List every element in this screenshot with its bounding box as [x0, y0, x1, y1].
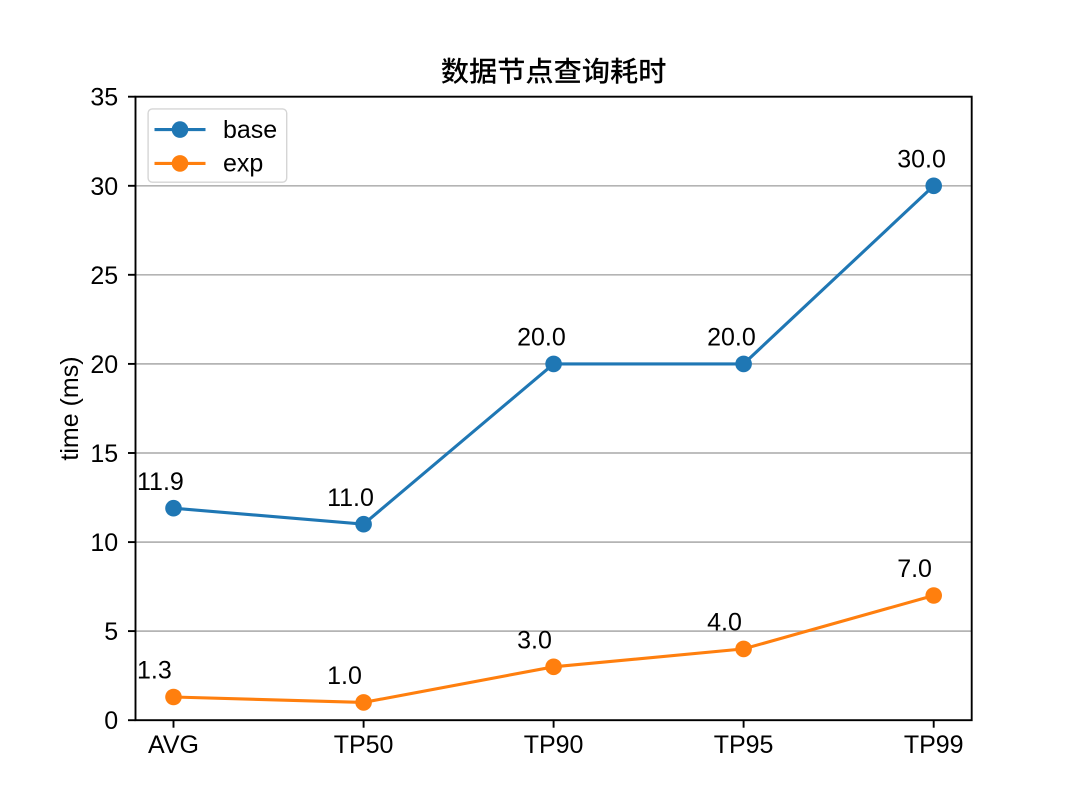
svg-text:base: base	[223, 116, 277, 144]
svg-text:TP50: TP50	[334, 731, 394, 759]
svg-text:25: 25	[90, 262, 118, 290]
svg-text:exp: exp	[223, 150, 263, 178]
svg-text:4.0: 4.0	[707, 609, 742, 637]
svg-text:11.9: 11.9	[137, 468, 184, 496]
svg-text:20.0: 20.0	[707, 324, 756, 352]
svg-text:TP95: TP95	[714, 731, 774, 759]
svg-text:time (ms): time (ms)	[56, 356, 84, 460]
svg-text:TP99: TP99	[904, 731, 964, 759]
svg-text:0: 0	[104, 707, 118, 735]
svg-text:AVG: AVG	[148, 731, 199, 759]
svg-text:30: 30	[90, 173, 118, 201]
svg-text:3.0: 3.0	[517, 627, 552, 655]
svg-text:5: 5	[104, 618, 118, 646]
svg-text:TP90: TP90	[524, 731, 584, 759]
svg-text:1.0: 1.0	[327, 662, 362, 690]
svg-text:30.0: 30.0	[897, 146, 946, 174]
svg-text:35: 35	[90, 84, 118, 112]
svg-text:11.0: 11.0	[327, 484, 374, 512]
svg-text:10: 10	[90, 529, 118, 557]
svg-text:15: 15	[90, 440, 118, 468]
svg-text:20.0: 20.0	[517, 324, 566, 352]
svg-text:7.0: 7.0	[897, 555, 932, 583]
svg-text:1.3: 1.3	[137, 657, 172, 685]
svg-text:20: 20	[90, 351, 118, 379]
